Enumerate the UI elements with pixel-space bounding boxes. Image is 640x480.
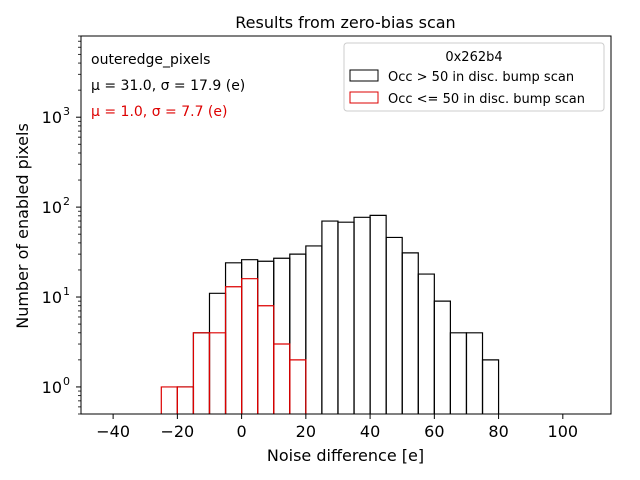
x-tick-label: 40 xyxy=(360,422,380,441)
x-tick-label: −40 xyxy=(96,422,130,441)
legend-swatch-occ-le-50 xyxy=(349,91,379,104)
hist-bin xyxy=(289,253,307,414)
hist-bin xyxy=(208,292,227,414)
hist-bin xyxy=(337,221,355,414)
y-tick-exponent: 0 xyxy=(63,375,70,388)
y-tick-label: 10 xyxy=(42,378,62,397)
legend-label-occ-gt-50: Occ > 50 in disc. bump scan xyxy=(388,70,574,85)
hist-bin xyxy=(257,305,275,414)
legend-box xyxy=(343,42,605,112)
y-tick-exponent: 2 xyxy=(63,195,70,208)
hist-bin xyxy=(176,386,195,414)
x-tick-label: 20 xyxy=(296,422,316,441)
annotation-label: outeredge_pixels xyxy=(91,52,210,68)
hist-bin xyxy=(192,332,211,414)
hist-bin xyxy=(176,386,195,414)
hist-bin xyxy=(241,278,259,414)
series-1 xyxy=(160,278,307,414)
hist-bin xyxy=(192,332,211,414)
hist-bin xyxy=(241,259,259,414)
hist-bin xyxy=(224,286,243,414)
legend-label-occ-le-50: Occ <= 50 in disc. bump scan xyxy=(388,92,585,107)
x-tick-label: 80 xyxy=(488,422,508,441)
y-tick-exponent: 3 xyxy=(63,105,70,118)
hist-bin xyxy=(208,332,227,414)
hist-bin xyxy=(289,359,307,414)
hist-bin xyxy=(449,332,468,414)
legend: 0x262b4 Occ > 50 in disc. bump scan Occ … xyxy=(343,42,605,112)
y-tick-label: 10 xyxy=(42,108,62,127)
x-tick-label: 100 xyxy=(548,422,579,441)
hist-bin xyxy=(433,300,451,414)
hist-bin xyxy=(385,236,403,414)
hist-bin xyxy=(353,216,371,414)
series-layer xyxy=(160,214,500,414)
x-tick-label: 60 xyxy=(424,422,444,441)
hist-bin xyxy=(401,252,419,414)
hist-bin xyxy=(321,220,339,414)
hist-bin xyxy=(224,262,243,414)
hist-bin xyxy=(417,273,435,414)
annotation-stats-red: μ = 1.0, σ = 7.7 (e) xyxy=(91,104,227,120)
annotation-stats-black: μ = 31.0, σ = 17.9 (e) xyxy=(91,78,245,94)
y-axis-label: Number of enabled pixels xyxy=(13,123,32,329)
hist-bin xyxy=(481,359,500,414)
x-tick-label: 0 xyxy=(237,422,247,441)
hist-bin xyxy=(369,214,387,414)
hist-bin xyxy=(160,386,178,414)
y-tick-label: 10 xyxy=(42,198,62,217)
hist-bin xyxy=(257,260,275,414)
y-tick-label: 10 xyxy=(42,288,62,307)
x-tick-label: −20 xyxy=(160,422,194,441)
x-axis-ticks: −40 −20 0 20 40 60 80 100 xyxy=(96,414,578,441)
legend-title: 0x262b4 xyxy=(445,50,502,65)
y-tick-exponent: 1 xyxy=(63,285,70,298)
plot-frame xyxy=(80,35,612,415)
hist-bin xyxy=(305,245,323,414)
chart-title: Results from zero-bias scan xyxy=(235,13,455,32)
x-axis-label: Noise difference [e] xyxy=(267,446,424,465)
hist-bin xyxy=(273,343,291,414)
hist-bin xyxy=(465,332,484,414)
legend-swatch-occ-gt-50 xyxy=(349,69,379,82)
hist-bin xyxy=(273,257,291,414)
